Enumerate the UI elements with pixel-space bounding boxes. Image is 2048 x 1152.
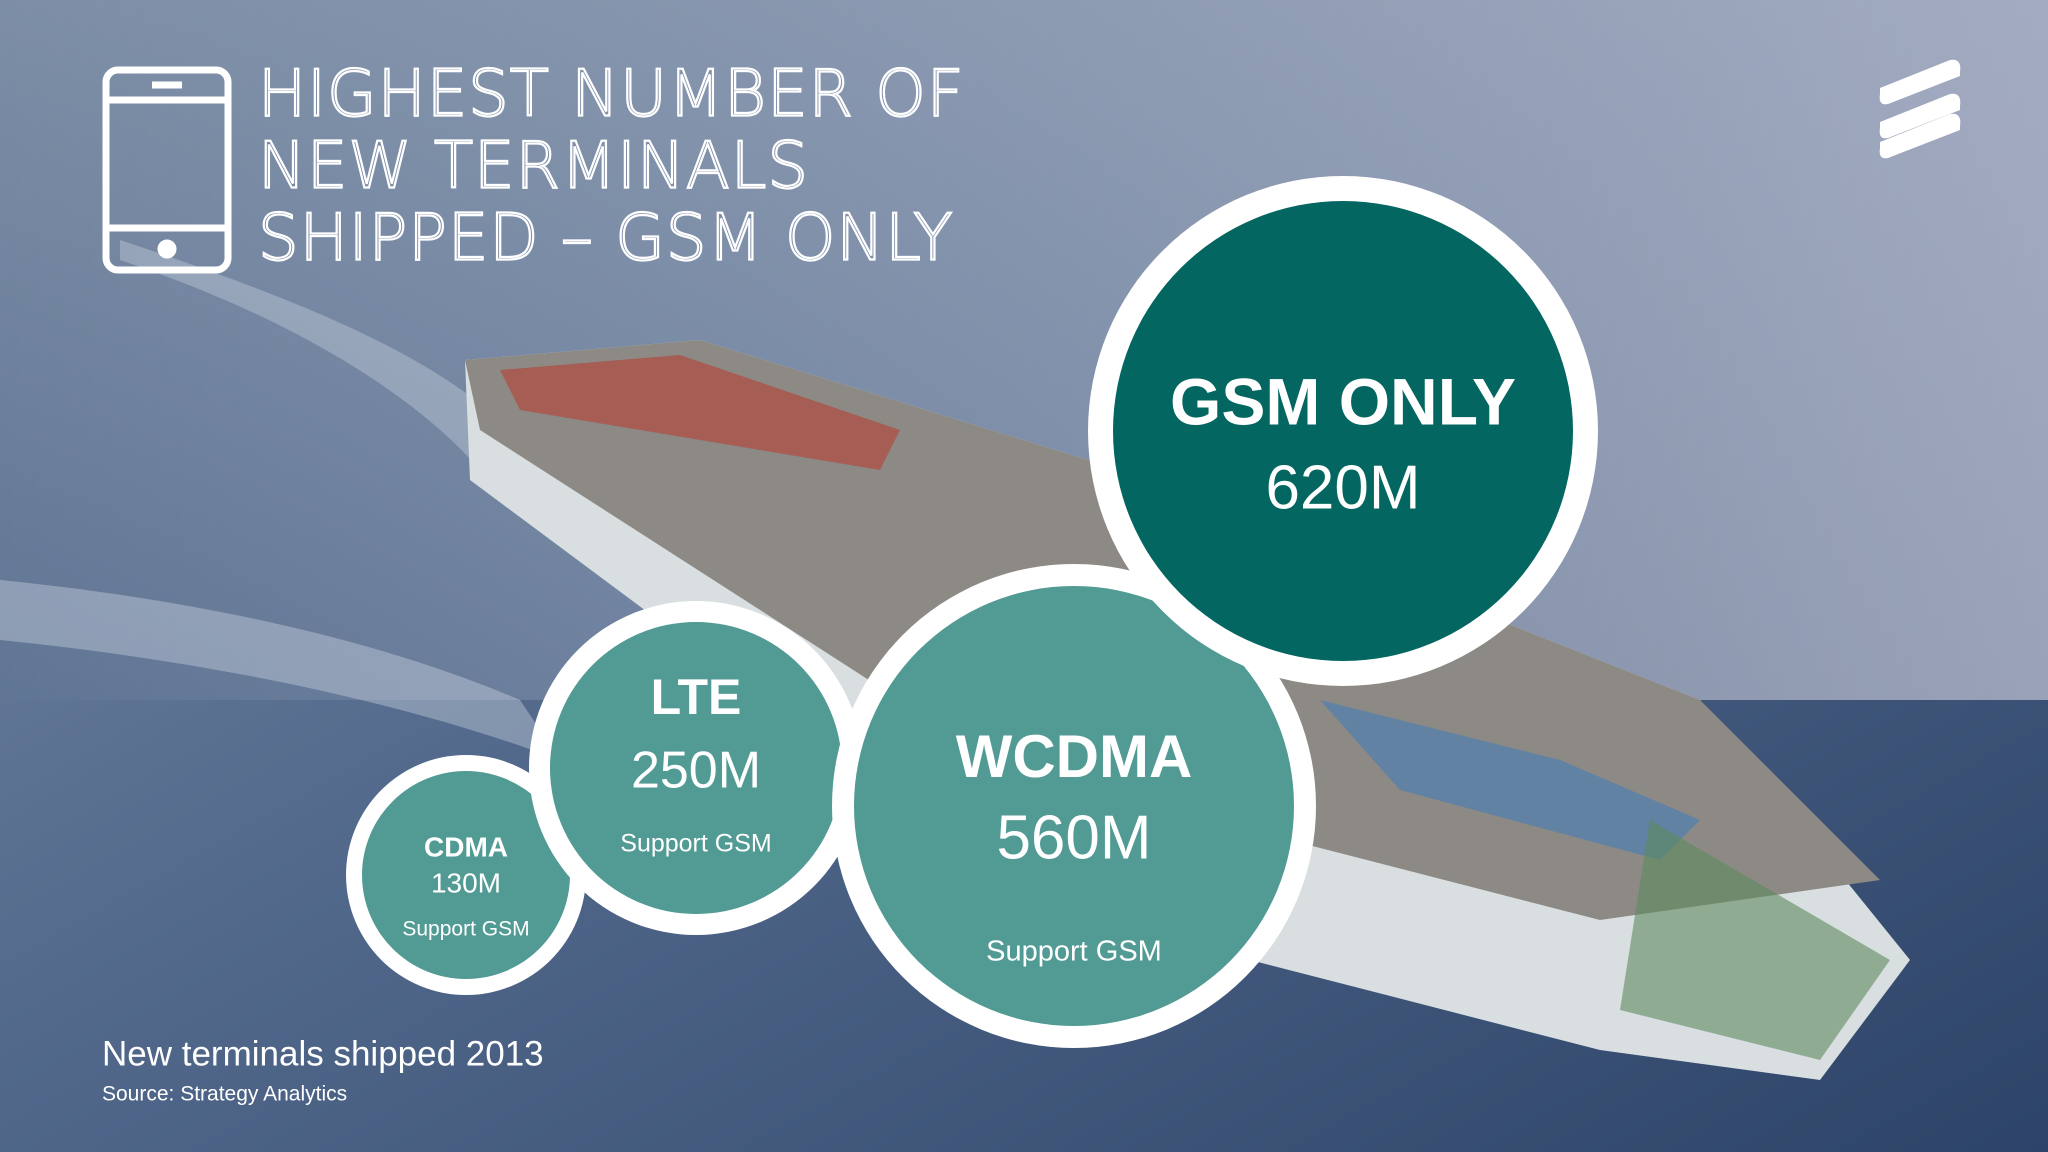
title-line: NEW TERMINALS xyxy=(258,130,809,204)
footer-source: Source: Strategy Analytics xyxy=(102,1083,347,1106)
bubble-label: WCDMA xyxy=(956,723,1193,790)
bubble-value: 620M xyxy=(1265,453,1420,522)
bubble-fill xyxy=(854,586,1294,1026)
wake xyxy=(0,580,560,760)
bubble: LTE 250M Support GSM xyxy=(529,601,863,935)
title-line: SHIPPED – GSM ONLY xyxy=(258,202,954,276)
bubble-note: Support GSM xyxy=(986,936,1162,968)
bubble: WCDMA 560M Support GSM xyxy=(832,564,1316,1048)
bubble-label: CDMA xyxy=(424,831,508,862)
bubble-value: 250M xyxy=(631,742,761,800)
containers-blue xyxy=(1320,700,1700,860)
footer-caption: New terminals shipped 2013 xyxy=(102,1034,544,1073)
phone-icon xyxy=(102,66,232,274)
bubble: CDMA 130M Support GSM xyxy=(346,755,586,995)
bubble: GSM ONLY 620M xyxy=(1088,176,1598,686)
bubble-label: GSM ONLY xyxy=(1170,364,1516,438)
title-line: HIGHEST NUMBER OF xyxy=(258,58,965,132)
bubble-fill xyxy=(362,771,570,979)
wake xyxy=(120,240,500,470)
ship-bow xyxy=(1620,820,1890,1060)
logo xyxy=(1879,59,1961,159)
bubble-note: Support GSM xyxy=(620,830,771,858)
containers-red xyxy=(500,355,900,470)
bubble-value: 560M xyxy=(996,803,1151,872)
bubble-fill xyxy=(550,622,842,914)
bubble-fill xyxy=(1113,201,1573,661)
bubble-note: Support GSM xyxy=(402,918,529,941)
bubble-value: 130M xyxy=(431,867,501,898)
bubble-label: LTE xyxy=(651,669,742,725)
